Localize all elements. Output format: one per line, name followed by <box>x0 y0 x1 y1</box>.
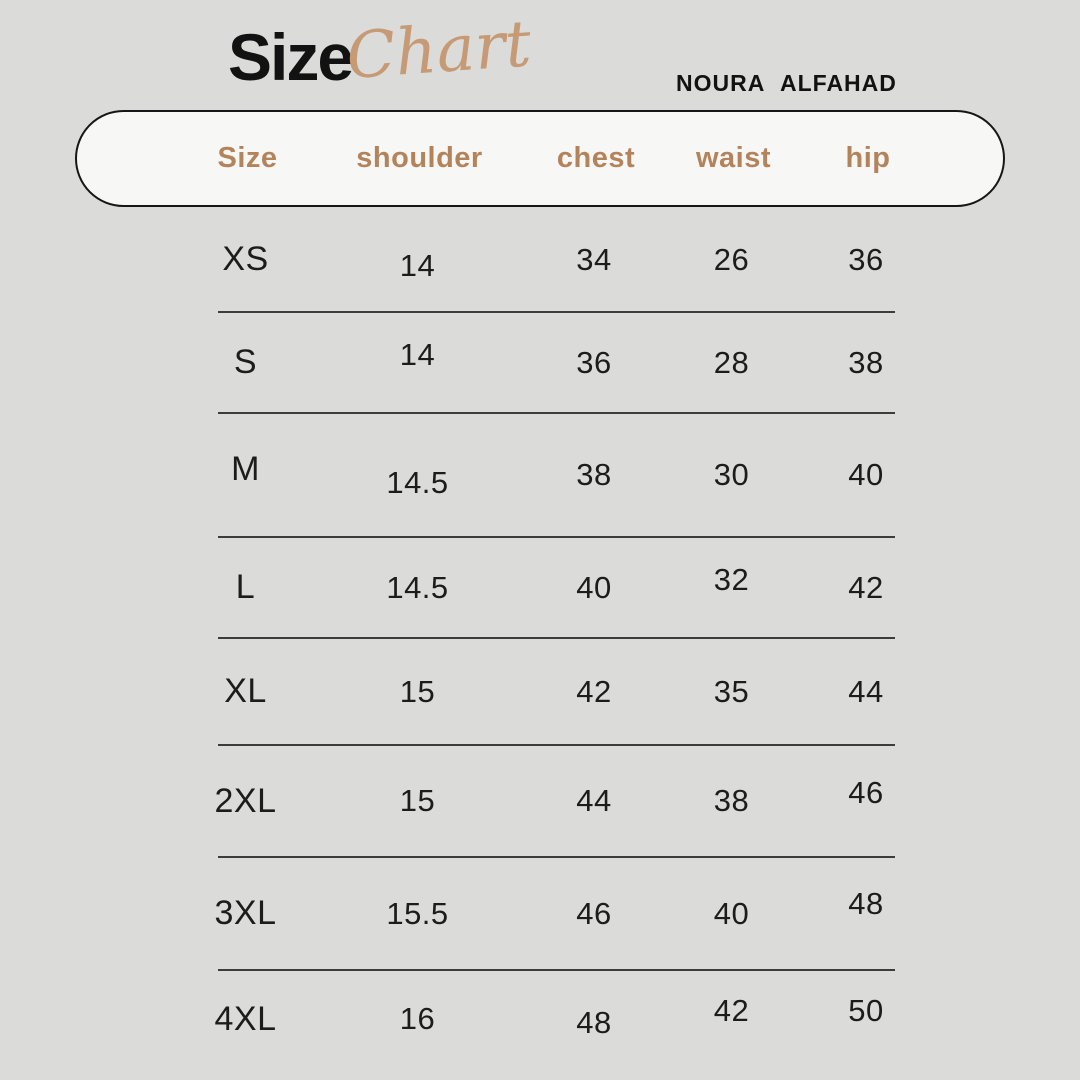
table-cell: 14.5 <box>386 569 449 605</box>
column-header-chest: chest <box>556 142 636 174</box>
column-header-hip: hip <box>845 142 891 174</box>
table-cell: 34 <box>576 241 612 277</box>
table-cell: 30 <box>713 457 750 492</box>
size-label: L <box>235 568 256 606</box>
table-cell: 44 <box>576 783 612 818</box>
size-label: XS <box>222 240 269 278</box>
table-header-pill: Size shoulder chest waist hip <box>75 110 1005 207</box>
table-cell: 38 <box>848 344 884 380</box>
table-row-xl: XL 15 42 35 44 <box>75 638 1005 746</box>
size-table: XS 14 34 26 36 S 14 36 28 38 M 14.5 38 3… <box>75 207 1005 1080</box>
table-cell: 15 <box>399 783 436 818</box>
table-cell: 46 <box>576 895 612 931</box>
size-label: 2XL <box>214 781 277 820</box>
table-cell: 50 <box>848 993 884 1028</box>
table-cell: 40 <box>713 895 750 931</box>
size-label: S <box>233 343 258 381</box>
table-cell: 14 <box>399 336 436 372</box>
table-cell: 40 <box>576 569 612 605</box>
table-cell: 15.5 <box>386 895 449 931</box>
table-cell: 42 <box>713 993 750 1028</box>
table-cell: 42 <box>576 673 612 709</box>
table-cell: 46 <box>848 775 884 810</box>
table-cell: 14.5 <box>386 465 449 500</box>
column-header-waist: waist <box>695 142 772 174</box>
table-cell: 32 <box>713 561 750 597</box>
page-title: Size Chart <box>228 7 535 110</box>
table-cell: 14 <box>399 247 436 283</box>
table-row-xs: XS 14 34 26 36 <box>75 207 1005 313</box>
table-cell: 16 <box>399 1001 436 1036</box>
size-label: XL <box>224 672 267 710</box>
size-label: 4XL <box>214 999 277 1038</box>
size-label: M <box>231 449 260 488</box>
size-label: 3XL <box>214 894 277 932</box>
title-word-chart: Chart <box>344 7 534 95</box>
column-header-shoulder: shoulder <box>356 142 483 174</box>
table-cell: 26 <box>713 241 750 277</box>
table-cell: 38 <box>713 783 750 818</box>
table-cell: 42 <box>848 569 884 605</box>
table-cell: 36 <box>576 344 612 380</box>
table-cell: 28 <box>713 344 750 380</box>
table-row-m: M 14.5 38 30 40 <box>75 413 1005 538</box>
table-cell: 36 <box>848 241 884 277</box>
column-header-size: Size <box>217 142 278 174</box>
table-cell: 48 <box>848 885 884 921</box>
table-cell: 15 <box>399 673 436 709</box>
table-cell: 48 <box>576 1005 612 1040</box>
table-row-2xl: 2XL 15 44 38 46 <box>75 745 1005 858</box>
table-row-4xl: 4XL 16 48 42 50 <box>75 970 1005 1080</box>
table-row-3xl: 3XL 15.5 46 40 48 <box>75 857 1005 971</box>
table-row-s: S 14 36 28 38 <box>75 312 1005 414</box>
table-row-l: L 14.5 40 32 42 <box>75 537 1005 639</box>
table-cell: 44 <box>848 673 884 709</box>
table-cell: 35 <box>713 673 750 709</box>
table-cell: 38 <box>576 457 612 492</box>
title-word-size: Size <box>228 20 354 94</box>
table-cell: 40 <box>848 457 884 492</box>
brand-name: NOURA ALFAHAD <box>676 70 897 96</box>
